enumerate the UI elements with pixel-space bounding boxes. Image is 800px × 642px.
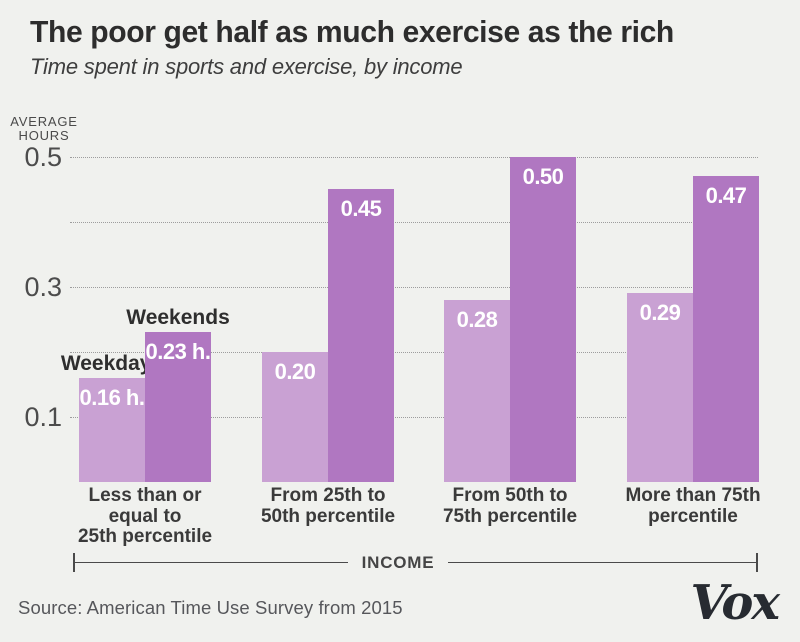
chart-title: The poor get half as much exercise as th… bbox=[30, 14, 674, 49]
bar-value-label: 0.50 bbox=[522, 164, 564, 189]
source-credit: Source: American Time Use Survey from 20… bbox=[18, 597, 403, 618]
x-category-line: From 25th to bbox=[270, 485, 386, 506]
gridline-0.2 bbox=[70, 352, 758, 353]
x-category-line: percentile bbox=[648, 505, 738, 527]
bar-weekends-group4: 0.47 bbox=[693, 176, 759, 482]
x-axis-title: INCOME bbox=[348, 552, 448, 573]
bar-value-label: 0.45 bbox=[340, 196, 382, 221]
y-tick-label-0.5: 0.5 bbox=[24, 142, 62, 172]
x-category-label-2: From 25th to 50th percentile bbox=[236, 485, 420, 527]
bar-value-label: 0.28 bbox=[456, 307, 498, 332]
x-category-line: More than 75th bbox=[625, 485, 761, 506]
bar-weekends-group3: 0.50 bbox=[510, 157, 576, 482]
y-tick-label-0.3: 0.3 bbox=[24, 272, 62, 302]
x-category-line: 75th percentile bbox=[442, 505, 578, 527]
bar-value-label: 0.29 bbox=[639, 300, 681, 325]
x-category-line: From 50th to bbox=[452, 485, 568, 506]
y-axis-title-line1: AVERAGE bbox=[10, 114, 78, 129]
vox-logo: Vox bbox=[690, 575, 780, 631]
x-category-label-1: Less than or equal to 25th percentile bbox=[53, 485, 237, 548]
gridline-0.5 bbox=[70, 157, 758, 158]
bar-value-label: 0.47 bbox=[705, 183, 747, 208]
y-axis-title: AVERAGE HOURS bbox=[8, 115, 80, 143]
y-tick-label-0.1: 0.1 bbox=[24, 402, 62, 432]
bar-weekends-group1: 0.23 h. bbox=[145, 332, 211, 482]
x-category-line: equal to bbox=[108, 505, 182, 527]
y-axis-title-line2: HOURS bbox=[18, 128, 70, 143]
x-axis-left-tick bbox=[73, 553, 75, 572]
gridline-0.4 bbox=[70, 222, 758, 223]
bar-weekends-group2: 0.45 bbox=[328, 189, 394, 482]
x-axis-right-tick bbox=[756, 553, 758, 572]
bar-weekdays-group3: 0.28 bbox=[444, 300, 510, 482]
bar-weekdays-group2: 0.20 bbox=[262, 352, 328, 482]
bar-value-label: 0.23 h. bbox=[145, 339, 211, 364]
series-label-weekends: Weekends bbox=[126, 306, 230, 329]
bar-value-label: 0.16 h. bbox=[79, 385, 145, 410]
x-category-label-4: More than 75th percentile bbox=[601, 485, 785, 527]
x-category-line: Less than or bbox=[88, 485, 202, 506]
x-category-line: 25th percentile bbox=[77, 526, 213, 547]
series-label-weekdays: Weekdays bbox=[60, 352, 164, 375]
chart-subtitle: Time spent in sports and exercise, by in… bbox=[30, 54, 463, 79]
x-category-label-3: From 50th to 75th percentile bbox=[418, 485, 602, 527]
bar-weekdays-group4: 0.29 bbox=[627, 293, 693, 482]
gridline-0.1 bbox=[70, 417, 758, 418]
bar-weekdays-group1: 0.16 h. bbox=[79, 378, 145, 482]
bar-value-label: 0.20 bbox=[274, 359, 316, 384]
gridline-0.3 bbox=[70, 287, 758, 288]
x-category-line: 50th percentile bbox=[260, 505, 396, 527]
